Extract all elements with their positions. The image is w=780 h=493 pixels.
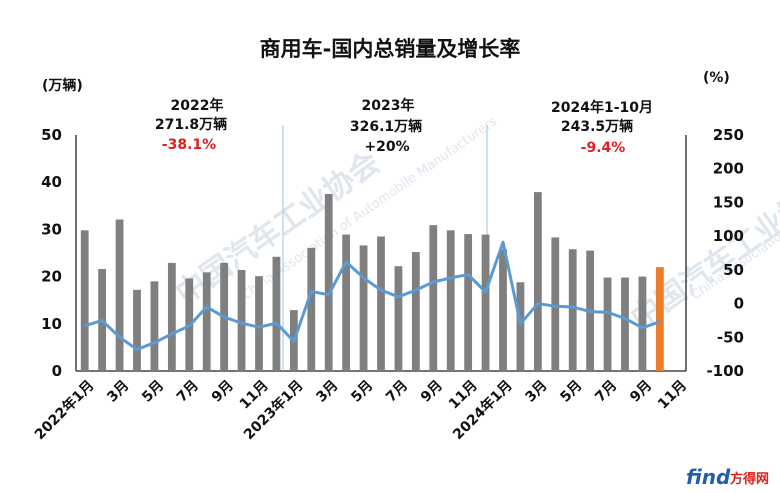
left-tick-label: 40 <box>41 173 62 191</box>
bar-series <box>80 192 664 371</box>
left-axis-unit: (万辆) <box>42 77 83 94</box>
right-tick-label: 250 <box>713 126 744 144</box>
growth-line <box>84 240 661 351</box>
sales-bar <box>255 276 263 371</box>
left-tick-label: 20 <box>41 268 62 286</box>
sales-bar <box>133 289 141 371</box>
sales-bar <box>516 282 525 371</box>
x-tick-label: 7月 <box>592 377 620 405</box>
annotation-2022: 2022年 271.8万辆 -38.1% <box>155 97 227 153</box>
sales-bar <box>150 281 159 371</box>
sales-bar <box>499 249 507 371</box>
annotation-2022-growth: -38.1% <box>162 137 216 153</box>
sales-bar <box>568 249 577 371</box>
logo-brand: find <box>686 465 731 489</box>
x-tick-label: 2022年1月 <box>31 377 97 443</box>
left-tick-label: 10 <box>41 315 62 333</box>
annotation-2024-total: 243.5万辆 <box>561 118 633 135</box>
sales-bar <box>202 272 211 371</box>
growth-series <box>84 240 661 351</box>
sales-bar <box>481 234 490 371</box>
sales-bar <box>655 267 664 371</box>
sales-bar <box>394 266 403 371</box>
sales-bar <box>551 237 560 371</box>
x-tick-label: 11月 <box>655 377 690 412</box>
annotation-2023-year: 2023年 <box>362 97 415 114</box>
right-tick-label: 50 <box>723 261 744 279</box>
sales-bar <box>464 234 473 371</box>
sales-bar <box>115 219 124 371</box>
right-tick-label: 100 <box>713 227 744 245</box>
sales-bar <box>533 192 542 371</box>
sales-bar <box>446 230 455 371</box>
right-tick-label: 150 <box>713 193 744 211</box>
annotation-2023-total: 326.1万辆 <box>350 118 422 135</box>
sales-bar <box>324 194 333 371</box>
sales-bar <box>621 277 629 371</box>
left-axis-ticks: 0 10 20 30 40 50 <box>41 126 62 380</box>
sales-bar <box>411 252 420 371</box>
sales-bar <box>603 277 612 371</box>
logo: find 方得网 <box>686 465 769 489</box>
right-tick-label: -100 <box>706 362 744 380</box>
annotation-2023: 2023年 326.1万辆 +20% <box>350 97 422 155</box>
x-tick-label: 5月 <box>557 377 585 405</box>
left-tick-label: 0 <box>52 362 62 380</box>
sales-bar <box>342 234 351 371</box>
right-tick-label: -50 <box>717 328 744 346</box>
x-tick-label: 9月 <box>418 377 446 405</box>
x-tick-label: 7月 <box>383 377 411 405</box>
annotation-2022-total: 271.8万辆 <box>155 116 227 133</box>
sales-bar <box>237 269 246 371</box>
right-tick-label: 200 <box>713 160 744 178</box>
x-tick-label: 3月 <box>104 377 132 405</box>
annotation-2022-year: 2022年 <box>171 97 224 114</box>
logo-cn: 方得网 <box>730 471 769 487</box>
annotation-2024: 2024年1-10月 243.5万辆 -9.4% <box>551 99 653 156</box>
x-tick-label: 7月 <box>174 377 202 405</box>
x-tick-label: 9月 <box>627 377 655 405</box>
sales-bar <box>359 245 368 371</box>
chart-title: 商用车-国内总销量及增长率 <box>260 37 521 61</box>
right-axis-unit: (%) <box>703 70 730 86</box>
left-tick-label: 50 <box>41 126 62 144</box>
x-tick-label: 5月 <box>139 377 167 405</box>
x-tick-label: 3月 <box>523 377 551 405</box>
sales-bar <box>638 276 647 371</box>
x-tick-label: 9月 <box>209 377 237 405</box>
right-tick-label: 0 <box>734 295 744 313</box>
sales-bar <box>429 225 438 371</box>
x-tick-label: 3月 <box>313 377 341 405</box>
x-tick-label: 5月 <box>348 377 376 405</box>
sales-bar <box>272 256 281 371</box>
sales-bar <box>377 236 385 371</box>
annotation-2024-year: 2024年1-10月 <box>551 99 653 116</box>
annotation-2024-growth: -9.4% <box>581 140 626 156</box>
annotation-2023-growth: +20% <box>364 139 409 155</box>
sales-bar <box>167 262 176 371</box>
right-axis-ticks: -100 -50 0 50 100 150 200 250 <box>706 126 744 380</box>
sales-bar <box>307 247 316 371</box>
sales-bar <box>80 230 89 371</box>
left-tick-label: 30 <box>41 220 62 238</box>
